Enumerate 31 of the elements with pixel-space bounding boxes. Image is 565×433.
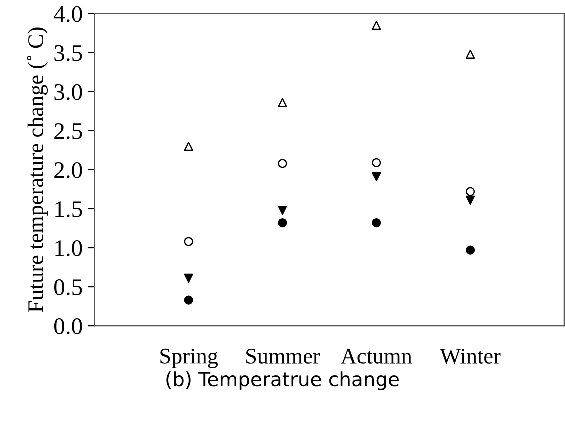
point <box>278 206 288 216</box>
point <box>184 296 194 305</box>
point <box>466 50 476 59</box>
y-tick-label: 3.5 <box>54 45 82 62</box>
y-tick-label: 3.0 <box>54 84 82 100</box>
y-tick-label: 4.0 <box>54 6 82 22</box>
point <box>372 218 382 228</box>
point <box>184 142 194 152</box>
x-tick-label: Actumn <box>341 349 412 364</box>
point <box>466 246 476 255</box>
point <box>278 98 288 108</box>
x-tick-label: Spring <box>160 348 218 368</box>
point <box>184 237 194 246</box>
point <box>372 21 382 30</box>
y-tick-label: 0.5 <box>54 280 82 296</box>
point <box>466 196 476 205</box>
y-tick-label: 0.0 <box>54 318 82 335</box>
x-tick-label: Winter <box>440 348 501 364</box>
point <box>372 158 382 168</box>
y-tick-label: 1.5 <box>56 202 82 218</box>
y-axis-title: Future temperature change (˚ C) <box>27 28 48 312</box>
point <box>278 159 288 168</box>
y-tick-label: 2.0 <box>54 162 82 178</box>
text: (b) Temperatrue change <box>166 372 399 390</box>
point <box>372 172 382 182</box>
y-tick-label: 2.5 <box>54 123 82 140</box>
point <box>184 274 194 283</box>
x-tick-label: Summer <box>246 348 320 364</box>
point <box>466 187 476 196</box>
point <box>278 218 288 228</box>
y-tick-label: 1.0 <box>56 240 82 257</box>
